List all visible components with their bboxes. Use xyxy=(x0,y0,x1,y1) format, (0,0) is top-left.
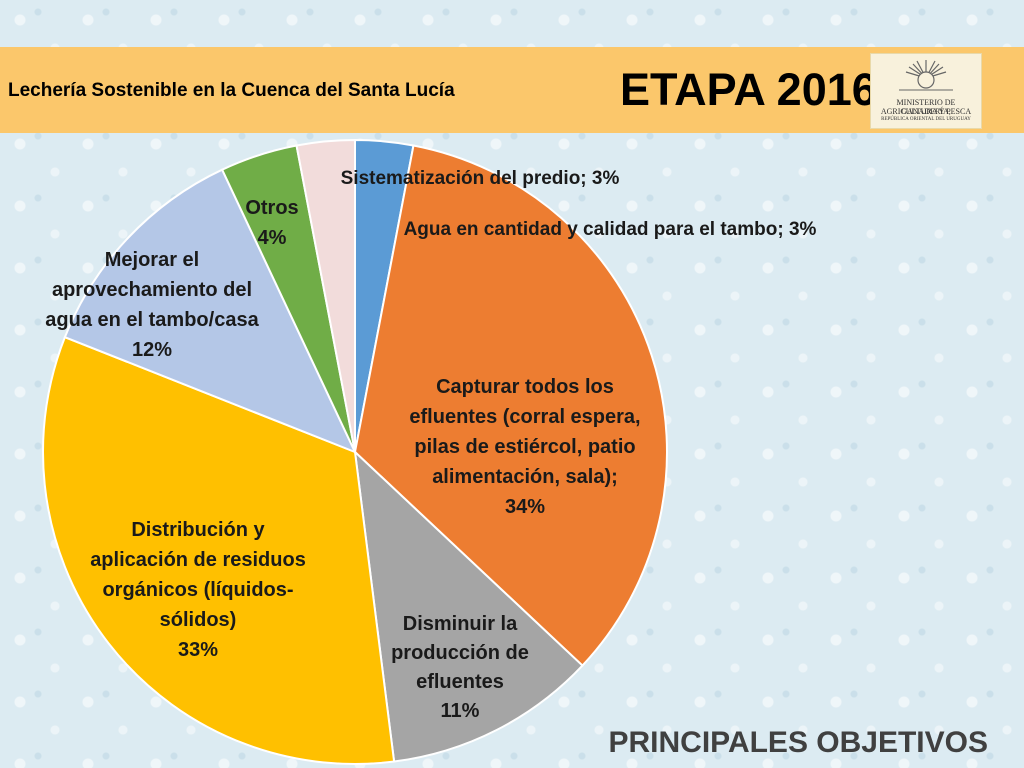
stage-title: ETAPA 2016 xyxy=(620,64,877,115)
slice-label-sistematizacion: Sistematización del predio; 3% xyxy=(341,168,620,189)
pie-slice-agua xyxy=(295,138,356,453)
project-subtitle: Lechería Sostenible en la Cuenca del San… xyxy=(8,80,455,101)
pie-slice-distribucion xyxy=(42,335,396,765)
logo-line-3: REPÚBLICA ORIENTAL DEL URUGUAY xyxy=(881,117,971,122)
logo-line-2: AGRICULTURA Y PESCA xyxy=(880,107,972,116)
section-footer-title: PRINCIPALES OBJETIVOS xyxy=(608,726,988,759)
header-band xyxy=(0,47,1024,133)
sun-icon xyxy=(899,60,953,91)
pie-slice-disminuir xyxy=(353,449,584,763)
pie-slice-mejorar xyxy=(63,168,357,454)
slice-label-mejorar: Mejorar el aprovechamiento del agua en el … xyxy=(45,249,259,361)
slice-label-otros: Otros 4% xyxy=(245,197,298,249)
slice-label-agua: Agua en cantidad y calidad para el tambo… xyxy=(404,219,817,240)
ministry-logo: MINISTERIO DE GANADERÍA, AGRICULTURA Y P… xyxy=(870,53,982,129)
pie-slice-capturar xyxy=(353,144,668,667)
slice-label-capturar: Capturar todos los efluentes (corral espe… xyxy=(409,376,640,518)
slice-label-disminuir: Disminuir la producción de efluentes 11% xyxy=(391,613,529,722)
logo-line-1: MINISTERIO DE GANADERÍA, xyxy=(896,98,956,116)
slice-label-distribucion: Distribución y aplicación de residuos orgá… xyxy=(90,519,306,661)
